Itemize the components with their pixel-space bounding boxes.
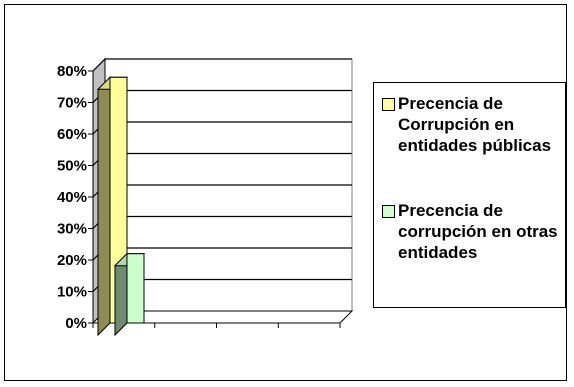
y-tick-label: 80% [57, 63, 87, 80]
legend: Precencia de Corrupción en entidades púb… [373, 82, 566, 308]
y-tick-label: 70% [57, 95, 87, 112]
legend-swatch-1 [382, 205, 395, 218]
bar-side-0 [97, 76, 111, 337]
y-tick-label: 20% [57, 252, 87, 269]
y-tick-label: 10% [57, 284, 87, 301]
bar-1 [126, 253, 145, 324]
gridline [92, 58, 352, 72]
legend-label-1: Precencia de corrupción en otras entidad… [398, 201, 558, 262]
y-tick-label: 30% [57, 221, 87, 238]
legend-swatch-0 [382, 98, 395, 111]
y-tick-label: 40% [57, 189, 87, 206]
legend-label-0: Precencia de Corrupción en entidades púb… [398, 94, 552, 155]
y-tick-label: 0% [65, 315, 87, 332]
y-tick-label: 60% [57, 126, 87, 143]
y-tick-label: 50% [57, 158, 87, 175]
legend-item-0: Precencia de Corrupción en entidades púb… [382, 93, 558, 156]
legend-item-1: Precencia de corrupción en otras entidad… [382, 200, 558, 263]
